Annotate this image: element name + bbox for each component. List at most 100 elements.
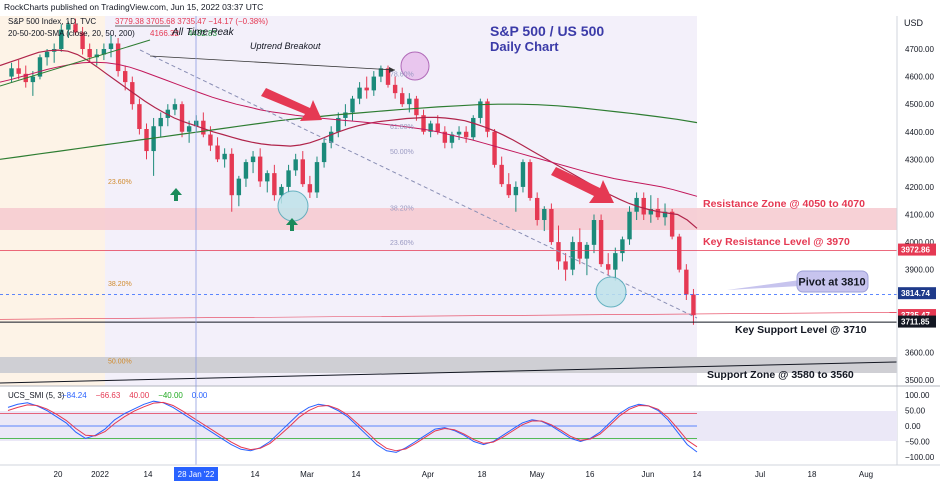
price-tick-3: 4400.00: [905, 128, 934, 137]
price-tick-4: 4300.00: [905, 155, 934, 164]
low-circle-feb: [277, 190, 309, 222]
chart-title: S&P 500 / US 500: [490, 23, 604, 39]
candle-body-92: [662, 211, 668, 218]
fib-label-2: 50.00%: [108, 358, 132, 365]
symbol-line: S&P 500 Index, 1D, TVC: [8, 17, 96, 26]
fib-label-1: 38.20%: [108, 281, 132, 288]
highlight-zone-left: [0, 16, 105, 386]
candle-body-18: [137, 104, 142, 129]
x-tick-highlight: [174, 467, 218, 481]
candle-body-42: [307, 184, 313, 193]
candle-body-72: [520, 162, 526, 187]
candle-body-73: [527, 162, 533, 198]
x-tick-7: Apr: [422, 470, 435, 479]
support-zone-label: Support Zone @ 3580 to 3560: [707, 369, 854, 381]
all-time-peak-label: All Time Peak: [171, 27, 235, 38]
candle-body-76: [549, 208, 554, 243]
breakout-arrow: [149, 55, 396, 71]
candle-body-88: [634, 197, 639, 212]
oscillator-values: −84.24 −66.63 40.00 −40.00 0.00: [62, 391, 208, 400]
x-tick-8: 18: [478, 470, 487, 479]
candle-body-24: [179, 104, 185, 132]
candle-body-0: [9, 68, 14, 77]
candle-body-78: [563, 261, 568, 270]
x-tick-11: Jun: [642, 470, 655, 479]
fib-label-5: 50.00%: [390, 149, 414, 156]
candle-body-35: [257, 156, 263, 182]
price-tick-5: 4200.00: [905, 183, 934, 192]
candle-body-34: [250, 156, 256, 163]
candle-body-46: [336, 117, 341, 132]
candle-body-38: [279, 186, 284, 196]
candle-body-82: [591, 220, 597, 245]
candle-body-1: [16, 68, 21, 74]
candle-body-63: [456, 131, 462, 135]
candle-body-68: [492, 131, 497, 165]
candle-body-29: [215, 145, 220, 160]
osc-tick-3: −50.00: [905, 438, 930, 447]
currency-label: USD: [904, 18, 924, 28]
candle-body-23: [172, 104, 178, 110]
price-badge-text-3: 3711.85: [901, 318, 930, 327]
red-arrow-2: [551, 167, 614, 203]
candle-body-51: [371, 76, 377, 91]
candle-body-44: [321, 142, 327, 163]
chart-subtitle: Daily Chart: [490, 39, 559, 54]
x-tick-5: Mar: [300, 470, 314, 479]
x-tick-4: 14: [251, 470, 260, 479]
candle-body-60: [435, 123, 440, 132]
candle-body-8: [66, 24, 71, 30]
x-tick-12: 14: [693, 470, 702, 479]
green-arrow-up-2: [286, 218, 298, 231]
oscillator-label: UCS_SMI (5, 3): [8, 391, 65, 400]
candle-body-91: [655, 208, 661, 218]
x-tick-1: 2022: [91, 470, 109, 479]
fib-label-7: 23.60%: [390, 240, 414, 247]
peak-circle: [400, 51, 430, 81]
sma-line: 20-50-200-SMA (close, 20, 50, 200): [8, 29, 135, 38]
price-badge-text-2: 3735.47: [901, 311, 930, 320]
red-arrow-1: [261, 88, 322, 121]
candle-body-74: [534, 197, 540, 221]
osc-value-3: −40.00: [158, 391, 183, 400]
price-tick-0: 4700.00: [905, 45, 934, 54]
candle-body-9: [73, 24, 78, 33]
osc-value-1: −66.63: [96, 391, 121, 400]
candle-body-47: [343, 112, 348, 118]
sma-value-50: 4432.83: [188, 29, 217, 38]
candle-body-21: [158, 117, 163, 127]
candle-body-93: [669, 211, 675, 237]
key-support-label: Key Support Level @ 3710: [735, 324, 867, 336]
candle-body-83: [598, 220, 604, 265]
breakout-arrow-head: [389, 67, 395, 73]
oscillator-lines: [0, 400, 698, 453]
candle-body-94: [677, 236, 682, 270]
candle-body-50: [364, 87, 369, 91]
candle-body-62: [449, 134, 455, 143]
candle-body-11: [87, 49, 92, 58]
price-badge-3: [898, 315, 936, 328]
candle-body-31: [229, 153, 234, 196]
time-axis-ticks: 20 2022 14 28 Jan '22 14 Mar 14 Apr 18 May 16 Jun 14…: [54, 467, 873, 481]
pivot-callout-text: Pivot at 3810: [798, 277, 865, 289]
green-arrow-up-1: [170, 188, 182, 201]
support-zone-band: [0, 357, 897, 373]
level-lines: [0, 249, 898, 384]
x-tick-15: Aug: [859, 470, 873, 479]
candle-body-86: [620, 239, 625, 254]
candle-body-75: [542, 208, 547, 221]
fib-label-6: 38.20%: [390, 205, 414, 212]
candle-body-57: [414, 98, 419, 116]
candle-body-56: [407, 98, 412, 105]
sma-20-line: [0, 49, 698, 229]
candle-body-53: [385, 68, 391, 85]
pivot-callout-pointer: [727, 280, 800, 290]
candle-body-58: [421, 115, 426, 132]
price-axis-ticks: 4700.00 4600.00 4500.00 4400.00 4300.00 4200.…: [905, 45, 934, 385]
key-resistance-label: Key Resistance Level @ 3970: [703, 236, 850, 248]
candle-body-81: [584, 244, 590, 259]
candle-body-13: [101, 49, 107, 55]
candle-body-39: [286, 170, 291, 187]
